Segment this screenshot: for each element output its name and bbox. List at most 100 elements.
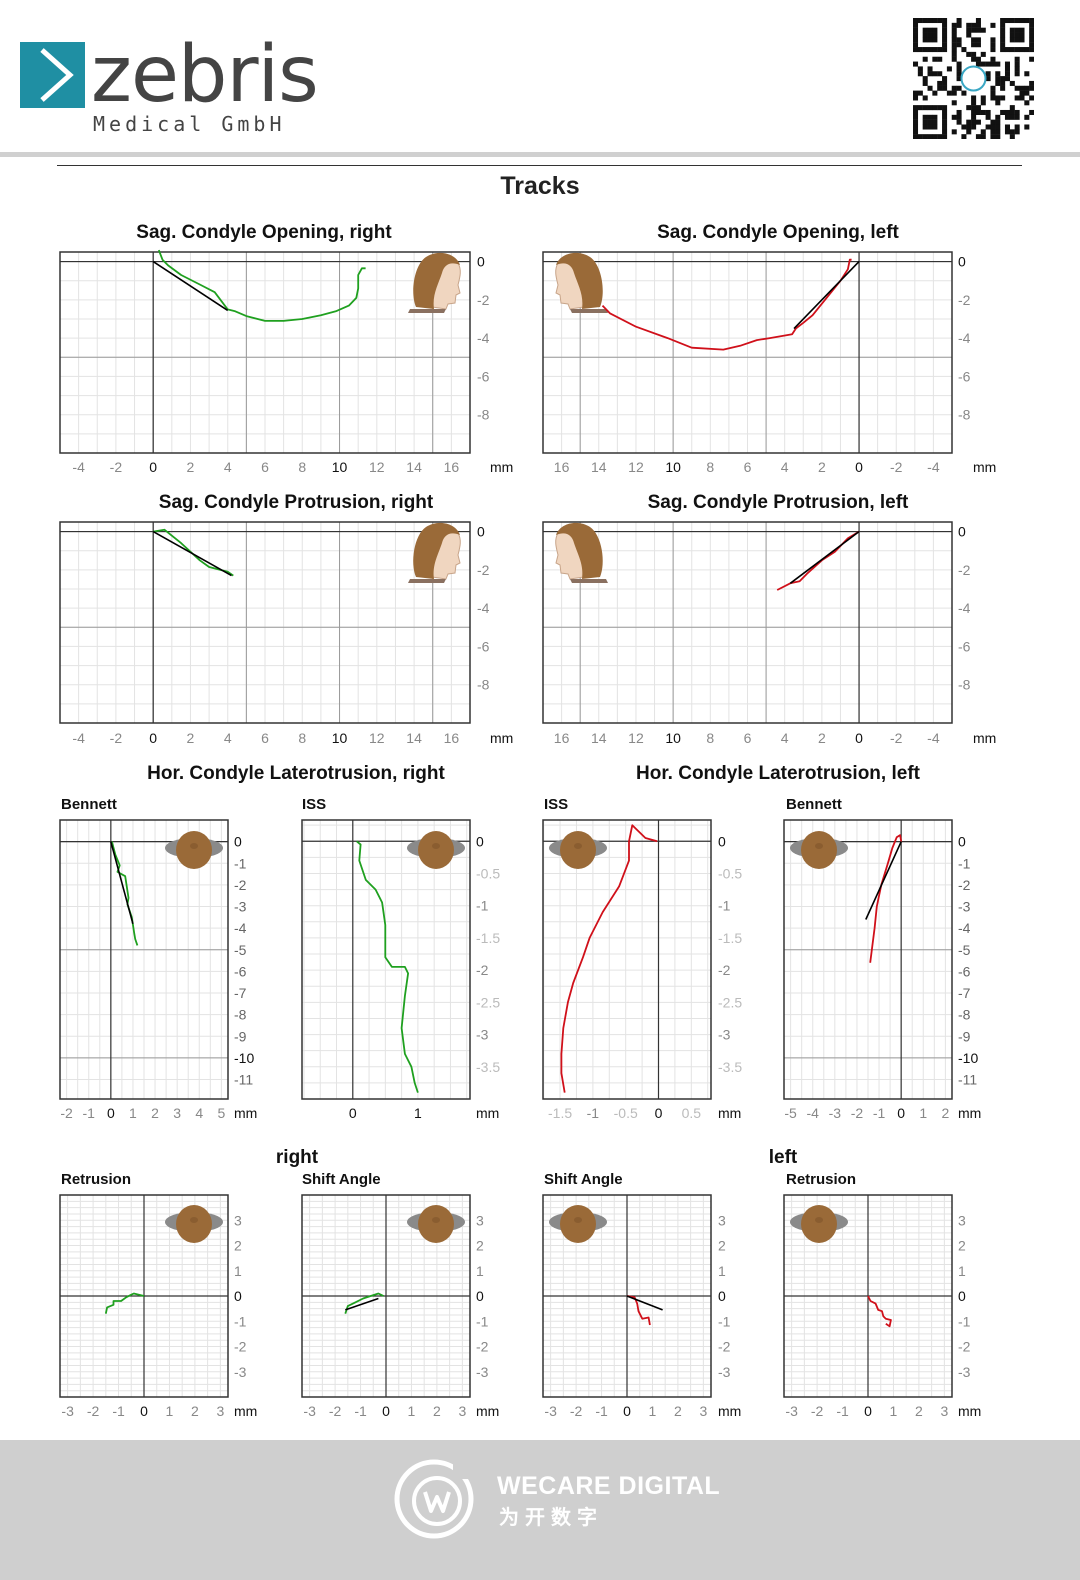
x-tick-label: 10 — [665, 730, 681, 746]
qr-module — [956, 66, 962, 72]
qr-module — [1014, 61, 1020, 67]
head-top — [418, 831, 454, 869]
qr-finder-module — [1014, 37, 1020, 43]
qr-finder-module — [922, 134, 928, 139]
qr-module — [995, 129, 1001, 135]
y-tick-label: -2 — [477, 562, 490, 578]
qr-module — [966, 22, 972, 28]
qr-module — [990, 22, 996, 28]
qr-finder-module — [1029, 42, 1034, 48]
qr-finder-module — [913, 114, 919, 120]
head-top-icon — [549, 831, 607, 869]
fit-line — [152, 260, 229, 312]
chart-sag-protrusion-right: Sag. Condyle Protrusion, right -4 -2 0 2 4 6 8 1… — [59, 492, 513, 746]
fit-line — [345, 1297, 379, 1311]
y-tick-label: 1 — [958, 1263, 966, 1279]
x-tick-label: -2 — [570, 1403, 583, 1419]
y-tick-label: -5 — [234, 942, 247, 958]
qr-module — [922, 80, 928, 86]
x-tick-label: 4 — [781, 459, 789, 475]
x-unit-label: mm — [490, 459, 513, 475]
qr-module — [985, 124, 991, 130]
qr-module — [966, 32, 972, 38]
qr-module — [922, 76, 928, 82]
qr-finder-module — [1014, 27, 1020, 33]
qr-module — [951, 114, 957, 120]
chart-retrusion-left: Retrusion -3 -2 -1 0 1 2 3 mm 3 2 1 0 -1 -2 -3 — [783, 1171, 981, 1419]
qr-module — [951, 85, 957, 91]
qr-finder-module — [927, 27, 933, 33]
qr-module — [917, 90, 923, 96]
y-tick-label: -4 — [958, 330, 971, 346]
x-tick-label: -1 — [112, 1403, 125, 1419]
qr-module — [1014, 85, 1020, 91]
x-tick-label: 1 — [649, 1403, 657, 1419]
chart-iss-right: ISS 0 1 mm 0 -0.5 -1 -1.5 -2 -2.5 -3 -3.5 — [301, 796, 500, 1121]
fit-line — [152, 530, 232, 577]
head-crown — [815, 1217, 823, 1223]
x-tick-label: 6 — [744, 730, 752, 746]
qr-module — [985, 61, 991, 67]
qr-finder-module — [922, 32, 928, 38]
qr-finder-module — [927, 105, 933, 111]
qr-module — [1004, 76, 1010, 82]
qr-finder-module — [1004, 18, 1010, 24]
x-tick-label: 3 — [216, 1403, 224, 1419]
x-tick-label: -1 — [873, 1105, 886, 1121]
qr-module — [1024, 90, 1030, 96]
qr-finder-module — [1024, 18, 1030, 24]
qr-finder-module — [942, 105, 948, 111]
x-tick-label: 6 — [744, 459, 752, 475]
qr-module — [990, 85, 996, 91]
qr-module — [1004, 71, 1010, 77]
head-top — [801, 1205, 837, 1243]
y-tick-label: 0 — [958, 1288, 966, 1304]
qr-finder-module — [917, 134, 923, 139]
qr-module — [990, 90, 996, 96]
plot-frame — [783, 1194, 953, 1398]
head-crown — [574, 843, 582, 849]
qr-finder-module — [922, 47, 928, 53]
qr-module — [1019, 95, 1025, 101]
qr-module — [913, 61, 919, 67]
title-rule — [57, 165, 1022, 166]
x-tick-label: 1 — [890, 1403, 898, 1419]
x-tick-label: -3 — [303, 1403, 316, 1419]
qr-finder-module — [913, 124, 919, 130]
trace-line — [601, 258, 852, 351]
qr-finder-module — [1009, 47, 1015, 53]
y-tick-label: -3 — [234, 1364, 247, 1380]
head-top-icon — [165, 831, 223, 869]
qr-finder-module — [922, 119, 928, 125]
qr-finder-module — [1009, 27, 1015, 33]
qr-module — [990, 124, 996, 130]
qr-module — [951, 37, 957, 43]
trace-line — [104, 1292, 145, 1314]
face-shoulder — [408, 579, 446, 583]
qr-finder-module — [937, 47, 943, 53]
qr-finder-module — [942, 47, 948, 53]
y-tick-label: -1.5 — [718, 930, 742, 946]
qr-module — [966, 51, 972, 57]
y-tick-label: -11 — [234, 1072, 253, 1088]
qr-module — [951, 42, 957, 48]
chart-sag-opening-left: Sag. Condyle Opening, left 16 14 12 10 8 6 4 2 0 -… — [542, 222, 996, 475]
qr-module — [956, 61, 962, 67]
chart-title: Sag. Condyle Protrusion, right — [159, 492, 434, 513]
x-tick-label: 4 — [195, 1105, 203, 1121]
qr-module — [995, 119, 1001, 125]
qr-module — [971, 105, 977, 111]
qr-module — [956, 42, 962, 48]
head-top-icon — [549, 1205, 607, 1243]
y-tick-label: -1 — [234, 855, 247, 871]
y-tick-label: 0 — [477, 524, 485, 540]
x-tick-label: 8 — [298, 459, 306, 475]
x-tick-label: 0 — [655, 1105, 663, 1121]
qr-finder-module — [1019, 18, 1025, 24]
y-tick-label: -3 — [476, 1027, 489, 1043]
brand-name: zebris — [91, 30, 319, 120]
chart-subtitle: Retrusion — [61, 1171, 131, 1188]
x-tick-label: 0 — [855, 459, 863, 475]
qr-module — [1004, 66, 1010, 72]
qr-finder-module — [942, 22, 948, 28]
